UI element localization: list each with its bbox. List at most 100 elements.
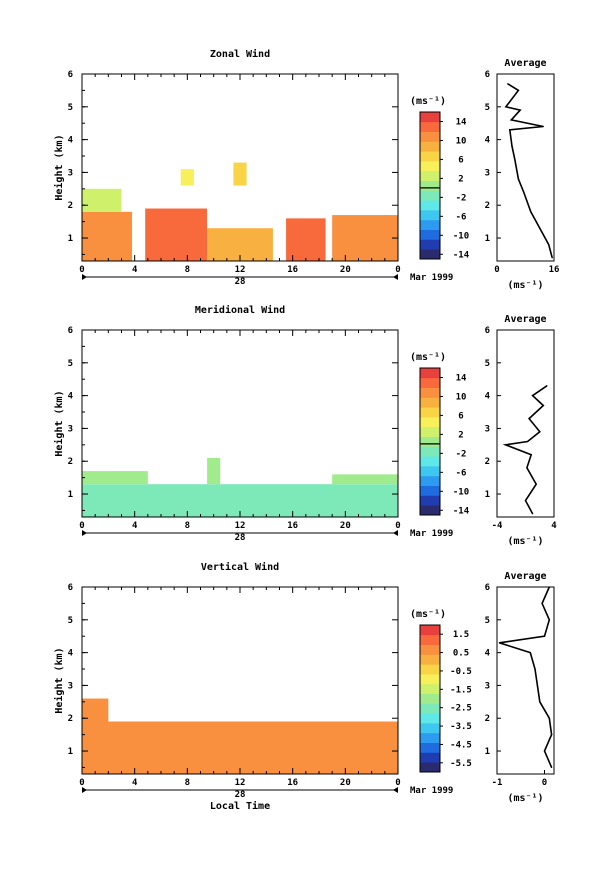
colorbar-unit: (ms⁻¹)	[410, 96, 446, 107]
heatmap-cell-0	[82, 211, 133, 261]
colorbar-swatch	[420, 368, 440, 379]
heatmap-cell-3	[286, 218, 326, 261]
colorbar-frame	[419, 624, 441, 773]
average-line	[502, 385, 548, 515]
colorbar-swatch	[420, 377, 440, 388]
colorbar-swatch	[420, 249, 440, 260]
y-tick-label: 6	[68, 70, 73, 80]
heatmap-field	[82, 457, 398, 517]
heatmap-cell-1	[82, 698, 109, 722]
average-x-tick-label: -1	[492, 778, 503, 788]
colorbar-swatch	[420, 161, 440, 172]
x-tick-label: 4	[132, 778, 138, 788]
x-axis-label: Local Time	[210, 800, 270, 812]
average-profile-line	[502, 385, 548, 515]
average-title: Average	[504, 314, 546, 325]
y-tick-label: 5	[68, 359, 73, 369]
y-tick-label: 3	[68, 424, 73, 434]
x-tick-label: 8	[185, 265, 190, 275]
average-point-13	[517, 89, 519, 92]
colorbar-swatch	[420, 151, 440, 162]
average-x-tick-label: 4	[551, 521, 557, 531]
x-tick-label: 8	[185, 778, 190, 788]
average-point-1	[548, 243, 550, 246]
colorbar-swatch	[420, 387, 440, 398]
average-point-5	[517, 178, 519, 180]
colorbar-swatch	[420, 397, 440, 408]
colorbar-swatch	[420, 210, 440, 221]
average-point-2	[551, 734, 553, 736]
average-point-9	[542, 125, 544, 128]
x-tick-label: 20	[340, 521, 351, 531]
x-tick-label: 20	[340, 265, 351, 275]
average-point-6	[527, 440, 529, 443]
colorbar-tick-label: 10	[456, 392, 467, 402]
heatmap-cell-7	[233, 162, 247, 186]
y-tick-label: 6	[68, 583, 73, 593]
average-y-tick-label: 2	[485, 714, 490, 724]
colorbar-swatch	[420, 713, 440, 724]
day-label: 28	[235, 277, 246, 287]
colorbar-swatch	[420, 475, 440, 486]
colorbar-swatch	[420, 644, 440, 655]
colorbar-tick-label: 2	[458, 430, 463, 440]
x-tick-label: 16	[287, 265, 298, 275]
average-point-11	[546, 385, 548, 387]
colorbar: (ms⁻¹) 14 10 6 2 -2 -6 -10 -14	[410, 96, 470, 260]
colorbar: (ms⁻¹) 1.5 0.5 -0.5 -1.5 -2.5 -3.5 -4.5 -5.5	[410, 609, 472, 773]
average-point-0	[551, 766, 553, 769]
average-title: Average	[504, 571, 546, 582]
average-y-tick-label: 4	[485, 136, 491, 146]
colorbar-swatch	[420, 495, 440, 506]
average-frame	[496, 329, 555, 518]
x-tick-label: 12	[235, 265, 246, 275]
heatmap-cell-4	[332, 215, 398, 261]
x-tick-label: 4	[132, 521, 138, 531]
average-y-tick-label: 1	[485, 490, 490, 500]
average-frame	[496, 586, 555, 775]
x-tick-label: 0	[79, 778, 84, 788]
x-tick-label: 8	[185, 521, 190, 531]
average-point-5	[536, 684, 538, 687]
average-frame	[496, 73, 555, 262]
colorbar-tick-label: -10	[453, 231, 469, 241]
average-profile-line	[504, 83, 553, 258]
y-axis-label: Height (km)	[53, 390, 65, 456]
average-point-12	[505, 106, 507, 108]
colorbar-tick-label: -5.5	[450, 759, 472, 769]
average-point-8	[509, 129, 511, 131]
colorbar-tick-label: -6	[456, 212, 467, 222]
colorbar-tick-label: 1.5	[453, 630, 469, 640]
y-tick-label: 2	[68, 201, 73, 211]
x-tick-label: 0	[79, 265, 84, 275]
average-point-4	[539, 701, 541, 703]
colorbar-tick-label: -4.5	[450, 740, 472, 750]
average-profile-line	[499, 586, 553, 768]
date-bar-arrow-left	[82, 274, 87, 280]
average-point-10	[532, 395, 534, 397]
y-tick-label: 2	[68, 714, 73, 724]
average-point-8	[498, 642, 500, 644]
average-point-6	[514, 158, 516, 160]
heatmap-cell-3	[332, 474, 398, 485]
colorbar-swatch	[420, 112, 440, 123]
colorbar-swatch	[420, 703, 440, 714]
month-label: Mar 1999	[410, 786, 453, 796]
average-xlabel: (ms⁻¹)	[507, 280, 543, 291]
colorbar-tick-label: 6	[458, 411, 463, 421]
average-y-tick-label: 6	[485, 326, 490, 336]
date-bar-arrow-left	[82, 530, 87, 536]
heatmap-field	[82, 698, 398, 774]
y-tick-label: 4	[68, 392, 74, 402]
colorbar-swatch	[420, 732, 440, 743]
colorbar-swatch	[420, 456, 440, 467]
colorbar-swatch	[420, 762, 440, 773]
colorbar-swatch	[420, 625, 440, 636]
colorbar: (ms⁻¹) 14 10 6 2 -2 -6 -10 -14	[410, 352, 470, 516]
colorbar-swatch	[420, 170, 440, 181]
day-label: 28	[235, 533, 246, 543]
average-y-tick-label: 3	[485, 168, 490, 178]
